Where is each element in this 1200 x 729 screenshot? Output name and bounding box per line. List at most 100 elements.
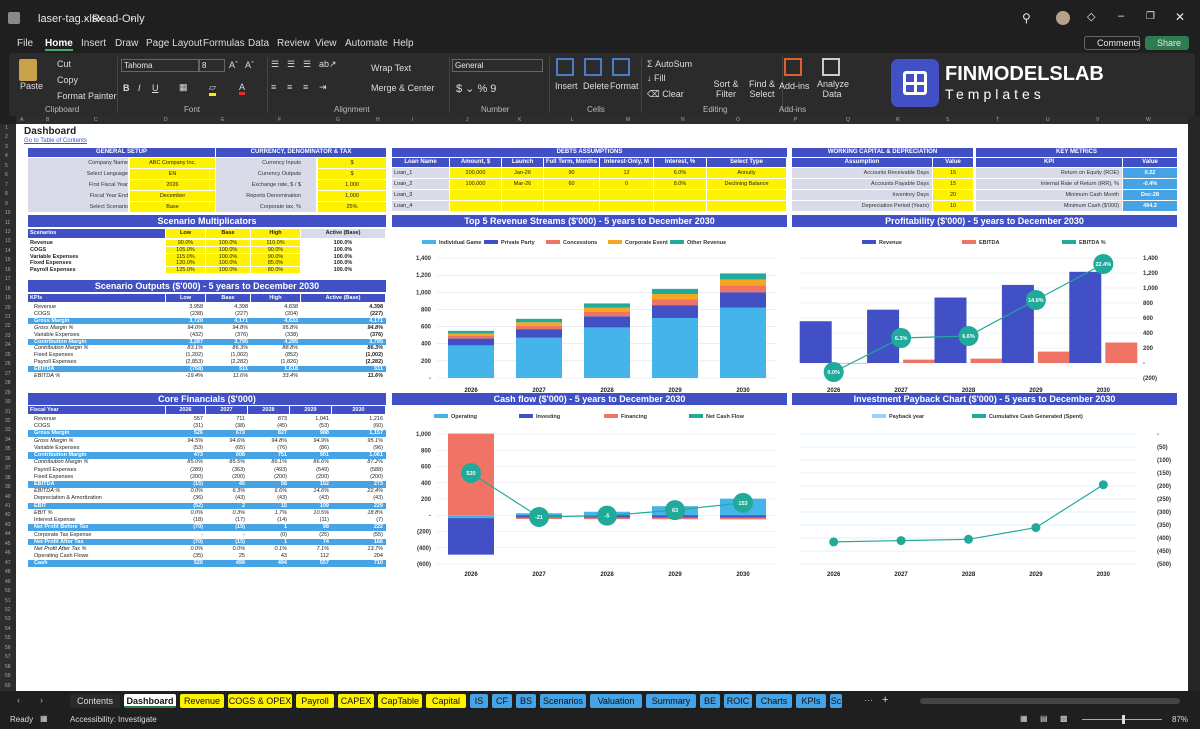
debts-cell[interactable] bbox=[450, 190, 501, 200]
macro-icon[interactable]: ▦ bbox=[40, 714, 48, 723]
autosum-button[interactable]: Σ AutoSum bbox=[647, 59, 693, 69]
find-select-button[interactable]: Find & Select bbox=[748, 79, 775, 99]
debts-cell[interactable] bbox=[707, 201, 786, 211]
debts-cell[interactable] bbox=[707, 190, 786, 200]
row-value[interactable]: 15 bbox=[933, 168, 973, 178]
setup-value[interactable]: 1.000 bbox=[318, 180, 386, 190]
scen-mult-cell[interactable]: 120.0% bbox=[166, 260, 205, 267]
horizontal-scrollbar[interactable] bbox=[920, 698, 1180, 704]
sheet-tab-dashboard[interactable]: Dashboard bbox=[124, 694, 176, 708]
sheet-tab-be[interactable]: BE bbox=[700, 694, 720, 708]
debts-cell[interactable] bbox=[544, 201, 599, 211]
search-icon[interactable]: ⚲ bbox=[1022, 11, 1031, 25]
menu-insert[interactable]: Insert bbox=[81, 38, 107, 49]
debts-cell[interactable]: 200,000 bbox=[450, 168, 501, 178]
scroll-right-icon[interactable]: › bbox=[40, 695, 43, 705]
sheet-tab-charts[interactable]: Charts bbox=[756, 694, 792, 708]
sheet-tab-is[interactable]: IS bbox=[470, 694, 488, 708]
page-break-icon[interactable]: ▩ bbox=[1060, 714, 1068, 723]
debts-cell[interactable] bbox=[654, 201, 706, 211]
menu-help[interactable]: Help bbox=[393, 38, 414, 49]
debts-cell[interactable] bbox=[544, 190, 599, 200]
setup-value[interactable]: $ bbox=[318, 158, 386, 168]
setup-value[interactable]: December bbox=[130, 191, 215, 201]
setup-value[interactable]: 25% bbox=[318, 202, 386, 212]
setup-value[interactable]: $ bbox=[318, 169, 386, 179]
scen-mult-cell[interactable]: 90.0% bbox=[166, 240, 205, 246]
scen-mult-cell[interactable]: 90.0% bbox=[251, 246, 300, 253]
debts-cell[interactable]: Annuity bbox=[707, 168, 786, 178]
worksheet-grid[interactable]: Dashboard Go to Table of Contents GENERA… bbox=[16, 124, 1188, 691]
close-icon[interactable]: ✕ bbox=[1175, 10, 1186, 24]
debts-cell[interactable]: 90 bbox=[544, 168, 599, 178]
scen-mult-cell[interactable]: 100.0% bbox=[206, 253, 250, 260]
chevron-down-icon[interactable]: ⌄ bbox=[129, 13, 136, 22]
align-top-icon[interactable]: ☰ bbox=[271, 59, 280, 69]
menu-formulas[interactable]: Formulas bbox=[203, 38, 245, 49]
setup-value[interactable]: Base bbox=[130, 202, 215, 212]
debts-cell[interactable] bbox=[502, 201, 543, 211]
paste-icon[interactable] bbox=[19, 59, 37, 81]
sheet-tab-cf[interactable]: CF bbox=[492, 694, 512, 708]
analyze-data-button[interactable]: Analyze Data bbox=[817, 79, 850, 99]
italic-button[interactable]: I bbox=[138, 83, 141, 93]
align-left-icon[interactable]: ≡ bbox=[271, 82, 277, 92]
zoom-level[interactable]: 87% bbox=[1172, 715, 1189, 724]
setup-value[interactable]: 1,000 bbox=[318, 191, 386, 201]
paste-button[interactable]: Paste bbox=[20, 81, 44, 91]
sheet-tab-scenarios[interactable]: Scenarios bbox=[540, 694, 586, 708]
debts-cell[interactable]: Mar-26 bbox=[502, 179, 543, 189]
sheet-tab-sc[interactable]: Sc bbox=[830, 694, 842, 708]
menu-review[interactable]: Review bbox=[277, 38, 310, 49]
align-middle-icon[interactable]: ☰ bbox=[287, 59, 296, 69]
scen-mult-cell[interactable]: 105.0% bbox=[166, 246, 205, 253]
comments-button[interactable]: Comments bbox=[1084, 36, 1141, 50]
cut-button[interactable]: Cut bbox=[57, 59, 72, 69]
addins-button[interactable]: Add-ins bbox=[779, 81, 810, 91]
sort-filter-button[interactable]: Sort & Filter bbox=[713, 79, 739, 99]
sheet-tab-valuation[interactable]: Valuation bbox=[590, 694, 642, 708]
font-color-icon[interactable]: A bbox=[239, 82, 246, 95]
page-layout-icon[interactable]: ▤ bbox=[1040, 714, 1048, 723]
menu-home[interactable]: Home bbox=[45, 38, 73, 51]
accessibility-status[interactable]: Accessibility: Investigate bbox=[70, 715, 157, 724]
sheet-tab-roic[interactable]: ROIC bbox=[724, 694, 752, 708]
menu-file[interactable]: File bbox=[17, 38, 34, 49]
menu-page-layout[interactable]: Page Layout bbox=[146, 38, 203, 49]
row-value[interactable]: 20 bbox=[933, 190, 973, 200]
borders-icon[interactable]: ▦ bbox=[179, 82, 188, 92]
format-cells-button[interactable]: Format bbox=[610, 81, 639, 91]
format-painter-button[interactable]: Format Painter bbox=[57, 91, 117, 101]
debts-cell[interactable]: 100,000 bbox=[450, 179, 501, 189]
merge-center-button[interactable]: Merge & Center bbox=[371, 83, 435, 93]
sheet-tab-capex[interactable]: CAPEX bbox=[338, 694, 374, 708]
scen-mult-cell[interactable]: 100.0% bbox=[206, 267, 250, 274]
debts-cell[interactable] bbox=[450, 201, 501, 211]
sheet-tab-bs[interactable]: BS bbox=[516, 694, 536, 708]
bold-button[interactable]: B bbox=[123, 83, 130, 93]
orientation-icon[interactable]: ab↗ bbox=[319, 59, 337, 69]
more-tabs-icon[interactable]: ⋯ bbox=[864, 695, 873, 705]
currency-icon[interactable]: $ ⌄ % 9 bbox=[456, 83, 497, 95]
scen-mult-cell[interactable]: 100.0% bbox=[206, 246, 250, 253]
row-value[interactable]: 10 bbox=[933, 201, 973, 211]
debts-cell[interactable]: Declining Balance bbox=[707, 179, 786, 189]
debts-cell[interactable]: 12 bbox=[600, 168, 653, 178]
fill-color-icon[interactable]: ▱ bbox=[209, 82, 216, 96]
copy-button[interactable]: Copy bbox=[57, 75, 79, 85]
toc-link[interactable]: Go to Table of Contents bbox=[24, 138, 87, 144]
debts-cell[interactable]: 8.0% bbox=[654, 179, 706, 189]
underline-button[interactable]: U bbox=[152, 83, 159, 93]
sheet-tab-captable[interactable]: CapTable bbox=[378, 694, 422, 708]
debts-cell[interactable] bbox=[600, 201, 653, 211]
insert-cells-button[interactable]: Insert bbox=[555, 81, 578, 91]
sheet-tab-revenue[interactable]: Revenue bbox=[180, 694, 224, 708]
scen-mult-cell[interactable]: 100.0% bbox=[206, 260, 250, 267]
sheet-tab-cogs-opex[interactable]: COGS & OPEX bbox=[228, 694, 292, 708]
sheet-tab-kpis[interactable]: KPIs bbox=[796, 694, 826, 708]
decrease-font-icon[interactable]: Aˇ bbox=[245, 60, 254, 70]
scen-mult-cell[interactable]: 100.0% bbox=[206, 240, 250, 246]
scen-mult-cell[interactable]: 115.0% bbox=[166, 253, 205, 260]
debts-cell[interactable]: Jan-26 bbox=[502, 168, 543, 178]
debts-cell[interactable]: 0 bbox=[600, 179, 653, 189]
